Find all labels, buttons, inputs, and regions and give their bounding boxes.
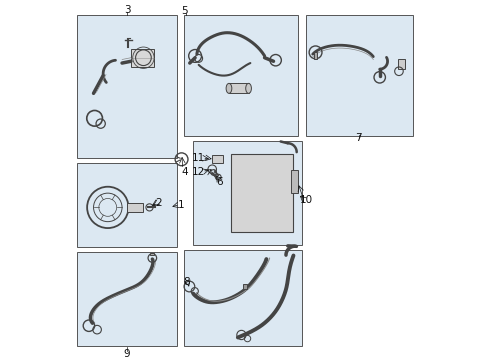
Text: 12: 12 [191,167,205,177]
Bar [229,84,248,93]
Bar [150,253,154,255]
Bar [77,15,177,158]
Bar [398,59,405,69]
Text: 7: 7 [355,133,362,143]
Ellipse shape [226,84,232,93]
Bar [194,141,302,245]
Text: 5: 5 [181,6,188,16]
Ellipse shape [245,84,251,93]
Text: 6: 6 [217,177,223,188]
Text: 9: 9 [123,348,130,359]
Bar [243,284,247,289]
Text: 8: 8 [183,277,190,287]
Text: 11: 11 [191,153,205,163]
Text: 10: 10 [300,195,313,205]
Text: 2: 2 [155,198,162,208]
Bar [77,163,177,247]
Bar [315,52,317,59]
Text: 3: 3 [124,5,131,15]
Bar [184,250,302,346]
Bar [77,252,177,346]
Bar [212,155,222,163]
Bar [231,154,293,232]
Bar [184,15,298,136]
Text: 1: 1 [178,199,185,210]
Bar [292,170,298,193]
Bar [306,15,413,136]
Text: 4: 4 [181,167,188,177]
Bar [131,49,154,67]
Bar [127,203,144,212]
